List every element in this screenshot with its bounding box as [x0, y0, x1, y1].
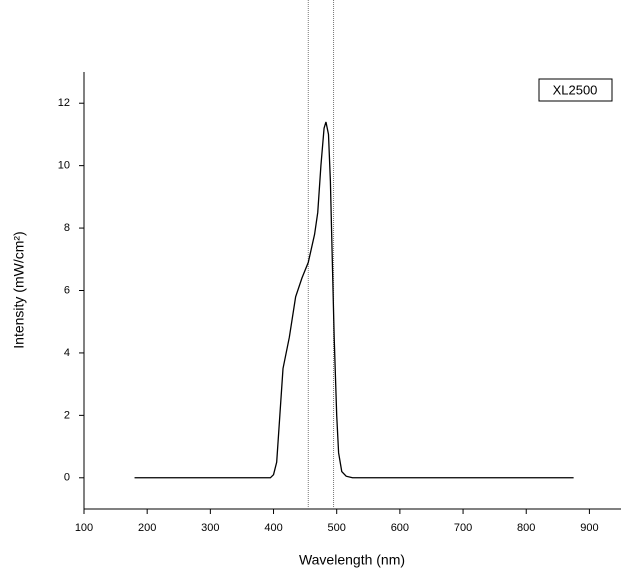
x-tick-label: 400	[264, 522, 282, 534]
x-tick-label: 500	[328, 522, 346, 534]
y-tick-label: 2	[64, 409, 70, 421]
x-tick-label: 300	[201, 522, 219, 534]
y-tick-label: 10	[58, 160, 70, 172]
x-tick-label: 100	[75, 522, 93, 534]
legend-label: XL2500	[553, 82, 598, 97]
y-tick-label: 0	[64, 472, 70, 484]
x-tick-label: 900	[580, 522, 598, 534]
y-tick-label: 6	[64, 284, 70, 296]
y-tick-label: 4	[64, 347, 70, 359]
x-axis-label: Wavelength (nm)	[299, 552, 405, 568]
x-tick-label: 800	[517, 522, 535, 534]
x-tick-label: 600	[391, 522, 409, 534]
y-axis-label: Intensity (mW/cm²)	[11, 231, 27, 348]
x-tick-label: 200	[138, 522, 156, 534]
legend-box	[538, 78, 613, 102]
x-tick-label: 700	[454, 522, 472, 534]
y-tick-label: 8	[64, 222, 70, 234]
data-line	[134, 121, 574, 479]
y-tick-label: 12	[58, 97, 70, 109]
